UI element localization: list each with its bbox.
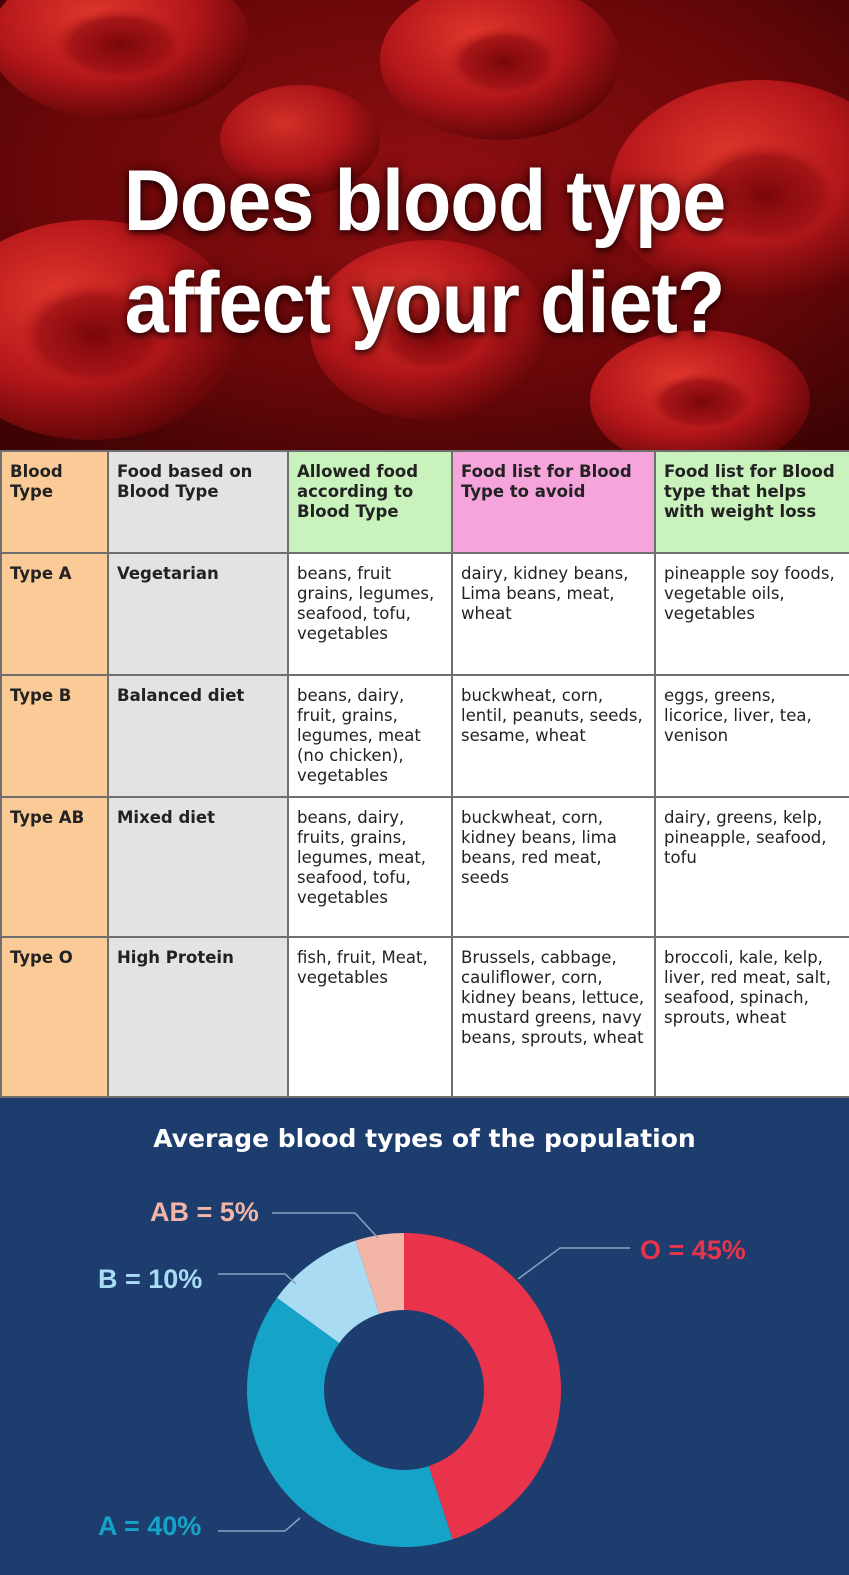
diet-cell: Vegetarian [107, 552, 289, 676]
allowed-food-cell: fish, fruit, Meat, vegetables [287, 936, 453, 1098]
column-header: Food list for Blood type that helps with… [654, 450, 849, 554]
donut-slice-a [247, 1297, 453, 1547]
red-blood-cell [610, 80, 849, 300]
leader-line [517, 1247, 630, 1280]
table-row: Type A Vegetarian beans, fruit grains, l… [0, 552, 849, 676]
table-row: Type AB Mixed diet beans, dairy, fruits,… [0, 796, 849, 938]
red-blood-cell [220, 85, 380, 195]
column-header: Food list for Blood Type to avoid [451, 450, 656, 554]
allowed-food-cell: beans, dairy, fruit, grains, legumes, me… [287, 674, 453, 798]
column-header: Allowed food according to Blood Type [287, 450, 453, 554]
red-blood-cell [380, 0, 620, 140]
table-row: Type O High Protein fish, fruit, Meat, v… [0, 936, 849, 1098]
title-line: affect your diet? [124, 255, 726, 351]
blood-type-cell: Type AB [0, 796, 109, 938]
avoid-food-cell: Brussels, cabbage, cauliflower, corn, ki… [451, 936, 656, 1098]
slice-label-a: A = 40% [98, 1511, 201, 1541]
title-line: Does blood type [123, 153, 727, 249]
weight-loss-food-cell: eggs, greens, licorice, liver, tea, veni… [654, 674, 849, 798]
column-header: Blood Type [0, 450, 109, 554]
avoid-food-cell: buckwheat, corn, kidney beans, lima bean… [451, 796, 656, 938]
leader-line [272, 1212, 379, 1239]
donut-slice-o [404, 1233, 562, 1540]
diet-cell: Balanced diet [107, 674, 289, 798]
slice-label-o: O = 45% [640, 1235, 746, 1265]
diet-table: Blood Type Food based on Blood Type Allo… [0, 450, 849, 1098]
blood-type-cell: Type B [0, 674, 109, 798]
column-header: Food based on Blood Type [107, 450, 289, 554]
donut-slice-b [276, 1240, 380, 1343]
diet-table-section: Blood Type Food based on Blood Type Allo… [0, 450, 849, 1098]
leader-line [218, 1273, 297, 1285]
red-blood-cell [0, 220, 240, 440]
blood-type-chart-section: Average blood types of the population O … [0, 1098, 849, 1575]
table-row: Type B Balanced diet beans, dairy, fruit… [0, 674, 849, 798]
blood-type-cell: Type O [0, 936, 109, 1098]
table-header-row: Blood Type Food based on Blood Type Allo… [0, 450, 849, 554]
diet-cell: High Protein [107, 936, 289, 1098]
weight-loss-food-cell: dairy, greens, kelp, pineapple, seafood,… [654, 796, 849, 938]
leader-line [218, 1517, 301, 1532]
avoid-food-cell: buckwheat, corn, lentil, peanuts, seeds,… [451, 674, 656, 798]
blood-cells-image [0, 0, 849, 450]
allowed-food-cell: beans, fruit grains, legumes, seafood, t… [287, 552, 453, 676]
red-blood-cell [310, 240, 550, 420]
diet-cell: Mixed diet [107, 796, 289, 938]
red-blood-cell [590, 330, 810, 450]
page-title: Does blood type affect your diet? [34, 150, 815, 354]
avoid-food-cell: dairy, kidney beans, Lima beans, meat, w… [451, 552, 656, 676]
donut-chart: O = 45% A = 40% B = 10% AB = 5% [98, 1197, 746, 1547]
hero-banner: Does blood type affect your diet? [0, 0, 849, 450]
weight-loss-food-cell: broccoli, kale, kelp, liver, red meat, s… [654, 936, 849, 1098]
slice-label-ab: AB = 5% [150, 1197, 259, 1227]
red-blood-cell [0, 0, 250, 120]
blood-type-cell: Type A [0, 552, 109, 676]
slice-label-b: B = 10% [98, 1264, 202, 1294]
allowed-food-cell: beans, dairy, fruits, grains, legumes, m… [287, 796, 453, 938]
donut-slice-ab [355, 1233, 404, 1314]
chart-title: Average blood types of the population [153, 1124, 696, 1153]
weight-loss-food-cell: pineapple soy foods, vegetable oils, veg… [654, 552, 849, 676]
